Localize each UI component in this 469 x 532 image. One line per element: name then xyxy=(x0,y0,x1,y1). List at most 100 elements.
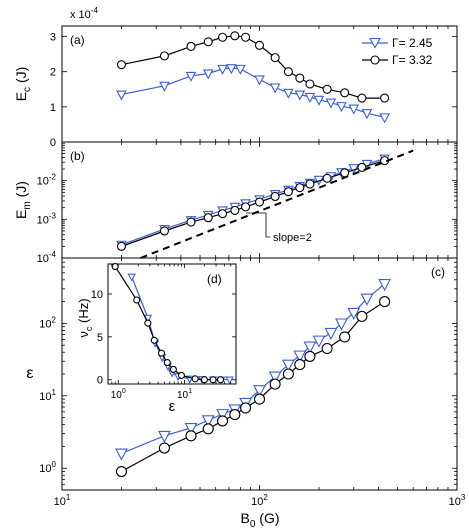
slope-annotation-leader xyxy=(246,212,270,238)
panel-b-g332-point-11 xyxy=(305,179,315,189)
panel-c-g332-point-11 xyxy=(304,350,316,362)
inset-d-ytick-label: 10 xyxy=(91,289,103,301)
panel-a-g332-point-12 xyxy=(322,84,332,94)
inset-d-g245-point-0 xyxy=(127,273,136,282)
panel-a-g245-point-11 xyxy=(304,92,316,104)
panel-a: 0 1 2 3 (a) x 10-4 Ec (J) Γ= 2.45 Γ= 3.32 xyxy=(13,6,458,149)
panel-a-g332-point-6 xyxy=(241,32,251,42)
inset-d-g332-point-10 xyxy=(209,376,217,384)
panel-c-g245-point-11 xyxy=(303,341,317,354)
inset-d-xlabel: ε xyxy=(169,398,176,415)
panel-a-g332-point-9 xyxy=(283,67,293,77)
panel-c-g245-point-10 xyxy=(293,350,307,363)
panel-c-g245-point-8 xyxy=(268,371,282,384)
inset-d-frame xyxy=(107,263,237,385)
panel-b-ylabel: Em (J) xyxy=(13,181,33,219)
panel-c-g332-point-12 xyxy=(321,342,333,355)
panel-c-g245-point-2 xyxy=(184,422,198,436)
panel-b-g332-point-6 xyxy=(241,202,251,212)
x-tick-label: 102 xyxy=(251,493,268,508)
panel-c-g332-point-10 xyxy=(294,359,306,371)
inset-d-g332-point-5 xyxy=(163,359,171,367)
panel-a-g332-point-8 xyxy=(270,53,280,63)
x-tick-label: 101 xyxy=(54,493,71,508)
panel-a-g245-point-8 xyxy=(269,83,281,94)
inset-d-ytick-label: 5 xyxy=(97,332,103,344)
panel-c-g332-point-15 xyxy=(379,296,391,308)
panel-a-g332-point-13 xyxy=(340,88,350,98)
panel-a-g332-point-4 xyxy=(218,32,228,42)
panel-c-g245-point-1 xyxy=(157,430,171,444)
legend-marker-g245 xyxy=(369,37,381,49)
inset-d-ylabel: νc (Hz) xyxy=(76,298,94,337)
inset-d-ytick-label: 0 xyxy=(97,375,103,387)
panel-a-series xyxy=(116,31,390,124)
panel-b-ytick-label: 10-2 xyxy=(37,173,57,188)
panel-c-g332-point-6 xyxy=(240,402,252,414)
panel-a-label: (a) xyxy=(70,33,85,47)
panel-a-g245-point-10 xyxy=(294,90,306,101)
panel-a-g332-point-15 xyxy=(380,93,390,103)
panel-b-g332-point-9 xyxy=(283,187,293,197)
panel-b-g332-point-8 xyxy=(270,191,280,202)
panel-b-g332-point-1 xyxy=(159,226,169,236)
panel-c-g332-line xyxy=(121,301,385,473)
panel-c-g245-point-13 xyxy=(324,327,338,341)
panel-a-g332-point-1 xyxy=(159,51,169,61)
panel-c-g245-point-4 xyxy=(216,409,229,422)
legend-label-g245: Γ= 2.45 xyxy=(392,36,433,50)
panel-a-g332-point-11 xyxy=(305,79,315,89)
panel-a-g332-point-7 xyxy=(254,40,265,50)
inset-d-g332-point-7 xyxy=(177,371,185,379)
panel-b-g332-point-7 xyxy=(254,197,265,207)
panel-c-g332-point-7 xyxy=(253,393,266,405)
panel-a-g332-point-10 xyxy=(295,73,305,83)
panel-c-g245-point-0 xyxy=(115,448,128,461)
panel-a-g332-point-14 xyxy=(357,93,367,103)
panel-b-g332-point-4 xyxy=(218,209,228,219)
panel-a-g245-point-2 xyxy=(185,71,197,82)
panel-b-g332-point-12 xyxy=(322,173,332,183)
panel-c-g332-point-8 xyxy=(269,378,281,390)
panel-a-g245-point-9 xyxy=(283,88,294,99)
panel-c-g332-point-1 xyxy=(158,442,170,454)
panel-c-g245-point-3 xyxy=(201,415,215,428)
panel-c-g332-point-3 xyxy=(202,423,214,435)
panel-a-g245-point-17 xyxy=(379,113,390,124)
panel-a-g245-point-5 xyxy=(226,64,237,75)
panel-a-ytick-label: 2 xyxy=(50,67,56,79)
panel-a-g332-point-5 xyxy=(230,31,240,41)
panel-a-g332-line xyxy=(121,35,385,99)
panel-c-g332-point-14 xyxy=(356,310,368,322)
panel-c-g245-point-7 xyxy=(253,385,266,398)
slope-annotation: slope=2 xyxy=(273,232,312,244)
panel-a-g245-point-4 xyxy=(217,64,228,75)
panel-c-label: (c) xyxy=(431,265,445,279)
inset-d-g332-point-2 xyxy=(144,319,152,327)
panel-b-ytick-label: 10-4 xyxy=(37,250,57,265)
panel-a-g245-point-12 xyxy=(313,95,325,106)
panel-a-multiplier: x 10-4 xyxy=(70,6,98,21)
legend-label-g332: Γ= 3.32 xyxy=(392,53,433,67)
inset-d: 0 5 10 100 101 (d) νc (Hz) ε xyxy=(76,263,237,415)
panel-c-g245-point-12 xyxy=(312,335,326,348)
panel-b-g332-point-0 xyxy=(116,241,127,251)
panel-a-g245-point-3 xyxy=(202,69,214,80)
panel-c-g245-point-15 xyxy=(347,307,361,321)
x-tick-label: 103 xyxy=(449,493,466,508)
inset-d-ticks: 0 5 10 100 101 xyxy=(91,264,236,401)
inset-d-g332-point-4 xyxy=(157,349,166,357)
panel-b-g332-point-2 xyxy=(186,217,196,227)
panel-a-ytick-label: 1 xyxy=(50,102,56,114)
panel-c-g245-point-16 xyxy=(360,293,374,306)
inset-d-g332-point-1 xyxy=(133,296,141,304)
inset-d-g332-point-0 xyxy=(111,263,119,271)
panel-a-g245-point-1 xyxy=(159,81,170,92)
panel-a-g245-point-7 xyxy=(254,75,265,86)
panel-c-g332-point-2 xyxy=(185,430,197,442)
panel-a-g245-point-0 xyxy=(116,90,127,101)
panel-b-g332-point-5 xyxy=(230,205,240,215)
panel-c-g245-point-9 xyxy=(281,359,295,372)
legend: Γ= 2.45 Γ= 3.32 xyxy=(362,36,433,67)
inset-d-g332-point-8 xyxy=(191,375,199,383)
